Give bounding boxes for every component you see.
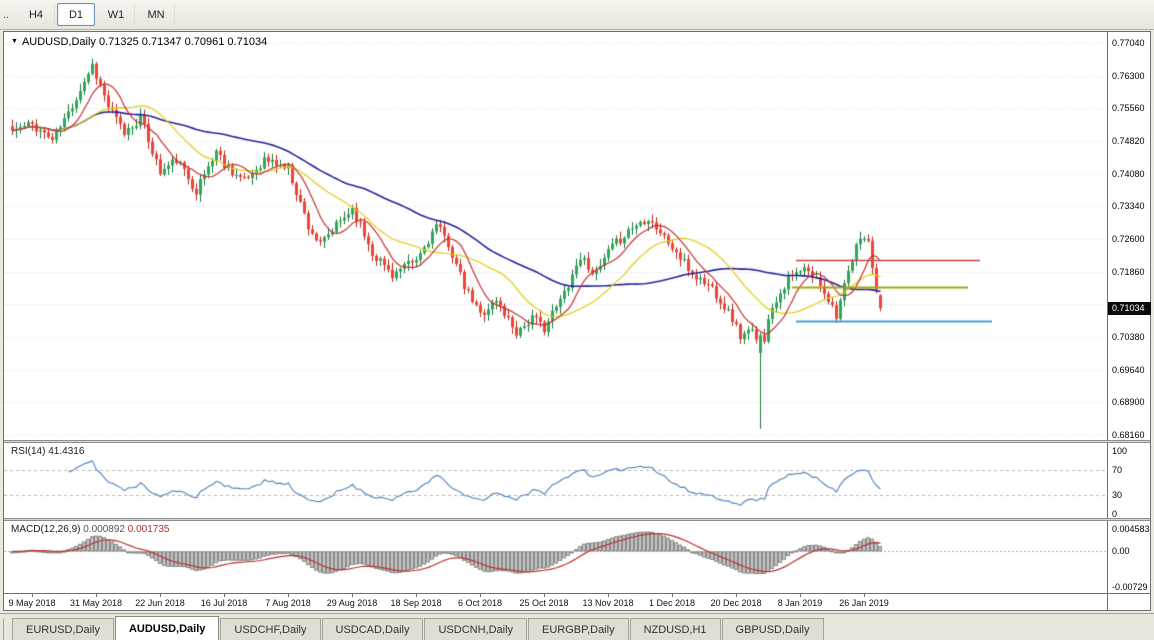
rsi-canvas[interactable] — [4, 443, 1107, 518]
price-tick-label: 0.71860 — [1112, 266, 1145, 277]
macd-main-value: 0.000892 — [83, 524, 125, 535]
price-tick-label: 0.68160 — [1112, 430, 1145, 440]
date-label: 25 Oct 2018 — [519, 598, 569, 608]
macd-canvas[interactable] — [4, 521, 1107, 593]
date-label: 9 May 2018 — [8, 598, 56, 608]
macd-tick-label: -0.00729 — [1112, 582, 1148, 592]
date-tick — [672, 594, 673, 597]
macd-tick-label: 0.004583 — [1112, 524, 1150, 534]
macd-pane: MACD(12,26,9) 0.000892 0.001735 — [4, 521, 1150, 593]
time-axis[interactable]: 9 May 2018 31 May 2018 22 Jun 2018 16 Jul 2… — [4, 593, 1150, 611]
date-tick — [480, 594, 481, 597]
date-tick — [352, 594, 353, 597]
chart-tabbar: EURUSD,Daily AUDUSD,Daily USDCHF,Daily USDC… — [0, 613, 1154, 640]
date-label: 8 Jan 2019 — [777, 598, 823, 608]
price-scale[interactable]: 0.71034 0.77040 0.76300 0.75560 0.74820 0.74… — [1107, 32, 1151, 610]
macd-label: MACD(12,26,9) 0.000892 0.001735 — [11, 524, 169, 535]
timeframe-mn[interactable]: MN — [137, 3, 175, 26]
chart-window: ▼ AUDUSD,Daily 0.71325 0.71347 0.70961 0.… — [3, 31, 1151, 611]
rsi-tick-label: 100 — [1112, 446, 1128, 456]
date-label: 20 Dec 2018 — [710, 598, 762, 608]
price-tick-label: 0.76300 — [1112, 70, 1145, 81]
ohlc-values: 0.71325 0.71347 0.70961 0.71034 — [98, 36, 268, 48]
date-tick — [96, 594, 97, 597]
price-tick-label: 0.77040 — [1112, 38, 1145, 48]
date-tick — [544, 594, 545, 597]
date-tick — [800, 594, 801, 597]
pane-splitter[interactable] — [4, 518, 1150, 521]
macd-signal-value: 0.001735 — [127, 524, 170, 535]
date-label: 1 Dec 2018 — [648, 598, 696, 608]
price-tick-label: 0.75560 — [1112, 103, 1145, 114]
date-tick — [32, 594, 33, 597]
tab-eurgbp-daily[interactable]: EURGBP,Daily — [528, 618, 629, 640]
date-tick — [416, 594, 417, 597]
rsi-tick-label: 0 — [1112, 509, 1118, 519]
tabbar-stub — [3, 619, 10, 640]
timeframe-d1[interactable]: D1 — [57, 3, 95, 26]
price-tick-label: 0.74820 — [1112, 136, 1145, 146]
date-label: 29 Aug 2018 — [326, 598, 378, 608]
date-tick — [160, 594, 161, 597]
timeframe-toolbar: .. H4 D1 W1 MN — [0, 0, 1154, 30]
pane-splitter[interactable] — [4, 440, 1150, 443]
date-label: 7 Aug 2018 — [265, 598, 311, 608]
price-tick-label: 0.73340 — [1112, 201, 1145, 212]
macd-tick-label: 0.00 — [1112, 546, 1130, 557]
symbol-label: AUDUSD,Daily — [21, 36, 96, 48]
rsi-tick-label: 30 — [1112, 490, 1123, 501]
tab-gbpusd-daily[interactable]: GBPUSD,Daily — [721, 618, 824, 640]
macd-name: MACD(12,26,9) — [11, 524, 81, 535]
main-price-pane: ▼ AUDUSD,Daily 0.71325 0.71347 0.70961 0.… — [4, 32, 1150, 440]
tab-eurusd-daily[interactable]: EURUSD,Daily — [12, 618, 114, 640]
timeframe-w1[interactable]: W1 — [97, 3, 135, 26]
date-label: 6 Oct 2018 — [457, 598, 503, 608]
rsi-label: RSI(14) 41.4316 — [11, 446, 84, 457]
date-tick — [608, 594, 609, 597]
rsi-value: 41.4316 — [48, 446, 85, 457]
rsi-name: RSI(14) — [11, 446, 46, 457]
rsi-tick-label: 70 — [1112, 464, 1123, 475]
current-price-tag: 0.71034 — [1108, 302, 1151, 315]
date-tick — [288, 594, 289, 597]
date-label: 13 Nov 2018 — [582, 598, 634, 608]
tab-usdcnh-daily[interactable]: USDCNH,Daily — [424, 618, 528, 640]
price-tick-label: 0.70380 — [1112, 332, 1145, 342]
price-tick-label: 0.74080 — [1112, 168, 1145, 179]
date-tick — [736, 594, 737, 597]
date-label: 22 Jun 2018 — [135, 598, 185, 608]
rsi-pane: RSI(14) 41.4316 — [4, 443, 1150, 518]
date-label: 31 May 2018 — [69, 598, 123, 608]
price-tick-label: 0.69640 — [1112, 364, 1145, 375]
tab-usdcad-daily[interactable]: USDCAD,Daily — [321, 618, 424, 640]
date-tick — [864, 594, 865, 597]
tab-nzdusd-h1[interactable]: NZDUSD,H1 — [629, 618, 721, 640]
date-label: 26 Jan 2019 — [839, 598, 889, 608]
main-chart-canvas[interactable] — [4, 32, 1107, 440]
price-tick-label: 0.68900 — [1112, 397, 1145, 408]
date-label: 18 Sep 2018 — [390, 598, 442, 608]
date-label: 16 Jul 2018 — [200, 598, 248, 608]
symbol-dropdown-icon[interactable]: ▼ — [11, 38, 18, 45]
timeframe-h4[interactable]: H4 — [17, 3, 55, 26]
tab-audusd-daily[interactable]: AUDUSD,Daily — [114, 616, 220, 640]
toolbar-overflow-icon[interactable]: .. — [3, 8, 10, 21]
chart-title: ▼ AUDUSD,Daily 0.71325 0.71347 0.70961 0.… — [11, 36, 267, 48]
date-tick — [224, 594, 225, 597]
tab-usdchf-daily[interactable]: USDCHF,Daily — [220, 618, 321, 640]
price-tick-label: 0.72600 — [1112, 234, 1145, 244]
